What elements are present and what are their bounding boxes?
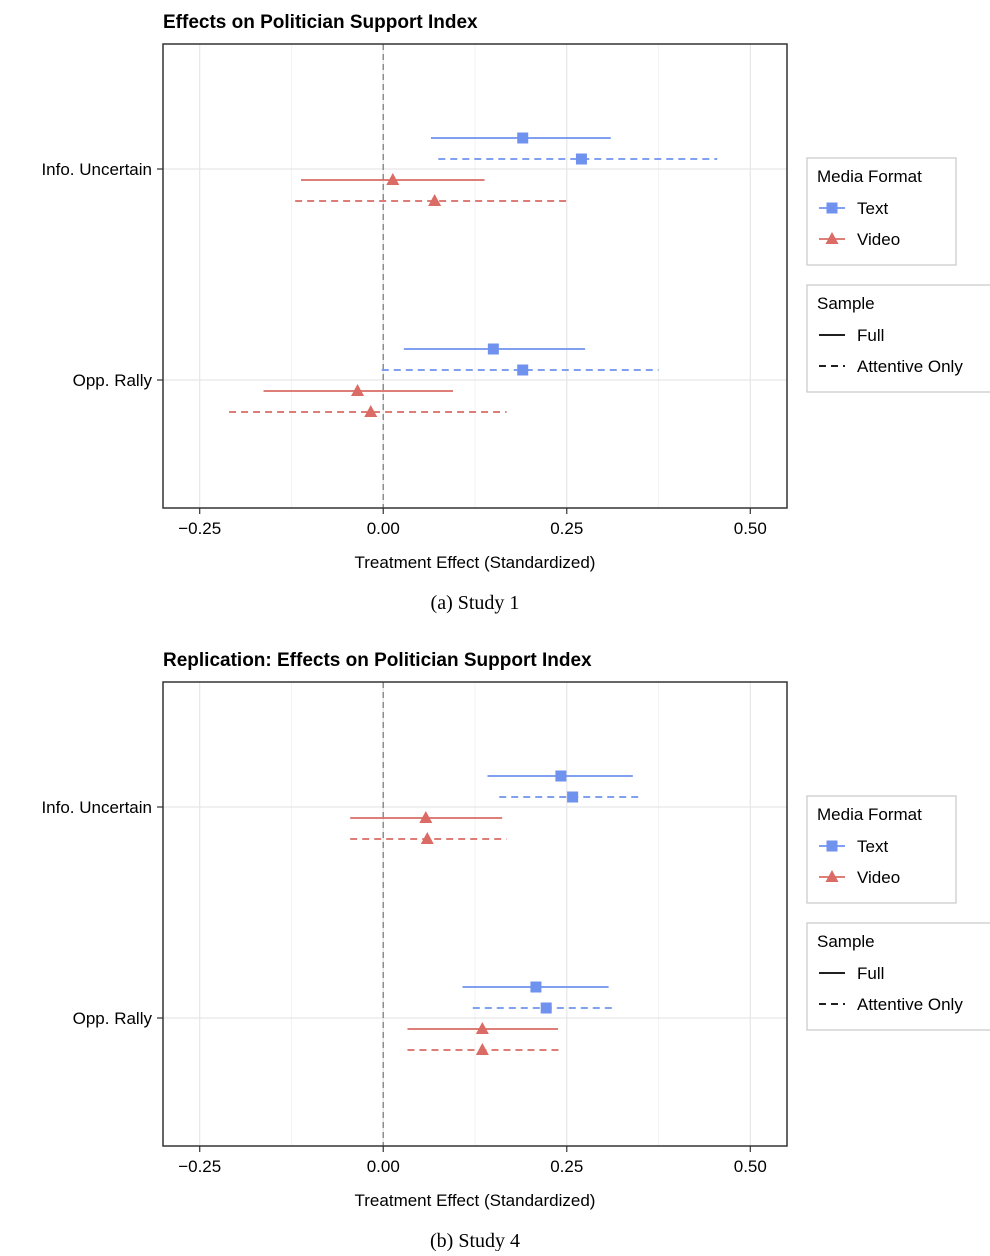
x-tick-label: 0.25 [550, 1157, 583, 1176]
x-tick-label: 0.00 [367, 1157, 400, 1176]
legend-box-sample [806, 284, 990, 393]
legend-key-triangle [825, 232, 839, 244]
point-square [555, 770, 567, 782]
point-square [487, 343, 499, 355]
legend-label: Text [857, 837, 888, 856]
legend-label: Full [857, 326, 884, 345]
point-triangle [386, 173, 400, 185]
point-triangle [428, 194, 442, 206]
chart-title: Effects on Politician Support Index [163, 12, 478, 33]
x-axis-label: Treatment Effect (Standardized) [355, 553, 596, 572]
x-tick-label: 0.50 [734, 1157, 767, 1176]
chart-title: Replication: Effects on Politician Suppo… [163, 650, 592, 671]
legend-key-square [826, 202, 838, 214]
chart-panel-2: Replication: Effects on Politician Suppo… [41, 650, 990, 1252]
panel-caption: (a) Study 1 [431, 592, 520, 614]
x-tick-label: 0.00 [367, 519, 400, 538]
legend-box-sample [806, 922, 990, 1031]
x-tick-label: −0.25 [178, 1157, 221, 1176]
point-square [575, 153, 587, 165]
legend-label: Video [857, 868, 900, 887]
legend-title: Media Format [817, 805, 922, 824]
legend-label: Attentive Only [857, 995, 963, 1014]
legend-label: Text [857, 199, 888, 218]
plot-border [162, 681, 788, 1147]
point-square [517, 364, 529, 376]
x-tick-label: 0.50 [734, 519, 767, 538]
point-square [530, 981, 542, 993]
point-triangle [475, 1043, 489, 1055]
x-axis-label: Treatment Effect (Standardized) [355, 1191, 596, 1210]
y-tick-label: Opp. Rally [73, 1009, 153, 1028]
point-triangle [420, 832, 434, 844]
point-square [517, 132, 529, 144]
legend-title: Media Format [817, 167, 922, 186]
point-square [567, 791, 579, 803]
chart-panel-1: Effects on Politician Support Index Info.… [41, 12, 990, 614]
legend-key-square [826, 840, 838, 852]
y-tick-label: Opp. Rally [73, 371, 153, 390]
point-triangle [475, 1022, 489, 1034]
plot-border [162, 43, 788, 509]
legend-title: Sample [817, 294, 875, 313]
x-tick-label: −0.25 [178, 519, 221, 538]
point-square [540, 1002, 552, 1014]
point-triangle [419, 811, 433, 823]
panel-caption: (b) Study 4 [430, 1230, 520, 1251]
x-tick-label: 0.25 [550, 519, 583, 538]
legend-label: Full [857, 964, 884, 983]
point-triangle [351, 384, 365, 396]
legend-key-triangle [825, 870, 839, 882]
point-triangle [364, 405, 378, 417]
legend-label: Video [857, 230, 900, 249]
legend-label: Attentive Only [857, 357, 963, 376]
y-tick-label: Info. Uncertain [41, 160, 152, 179]
y-tick-label: Info. Uncertain [41, 798, 152, 817]
legend-title: Sample [817, 932, 875, 951]
